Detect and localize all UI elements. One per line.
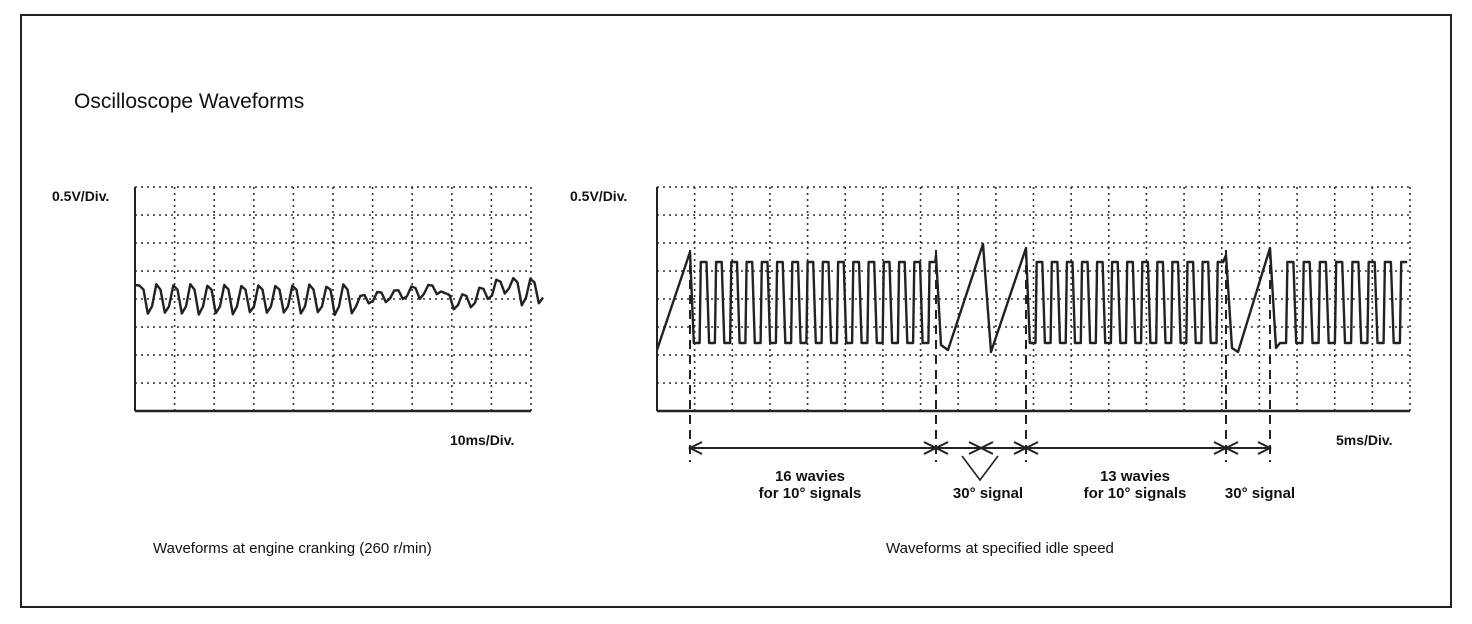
left-time-per-div-label: 10ms/Div. [450, 432, 515, 448]
left-volts-per-div-label: 0.5V/Div. [52, 188, 110, 204]
right-caption: Waveforms at specified idle speed [886, 540, 1114, 557]
dimension-30-signal-a-left-arrowhead-left [933, 441, 949, 455]
dimension-30-signal-b-arrowhead-left [1223, 441, 1239, 455]
right-time-per-div-label: 5ms/Div. [1336, 432, 1393, 448]
annotation-16-wavies-line1: 16 wavies [774, 468, 846, 485]
annotation-13-wavies: 13 wavies for 10° signals [1050, 468, 1220, 502]
left-caption: Waveforms at engine cranking (260 r/min) [153, 540, 432, 557]
annotation-30-signal-b: 30° signal [1224, 485, 1296, 502]
annotation-13-wavies-line1: 13 wavies [1099, 468, 1171, 485]
annotation-30-signal-a: 30° signal [952, 485, 1024, 502]
annotation-leader-lines [961, 455, 999, 482]
figure-title: Oscilloscope Waveforms [74, 90, 305, 113]
annotation-16-wavies: 16 wavies for 10° signals [720, 468, 900, 502]
dimension-30-signal-a-right-arrowhead-left [978, 441, 994, 455]
figure-frame [20, 14, 1452, 608]
right-volts-per-div-label: 0.5V/Div. [570, 188, 628, 204]
annotation-13-wavies-line2: for 10° signals [1083, 485, 1187, 502]
annotation-16-wavies-line2: for 10° signals [758, 485, 862, 502]
dimension-13-wavies-arrowhead-left [1023, 441, 1039, 455]
dimension-30-signal-b-arrowhead-right [1257, 441, 1273, 455]
right-waveform-trace [655, 242, 1408, 354]
dimension-16-wavies-arrowhead-left [687, 441, 703, 455]
left-waveform-trace [134, 276, 544, 317]
